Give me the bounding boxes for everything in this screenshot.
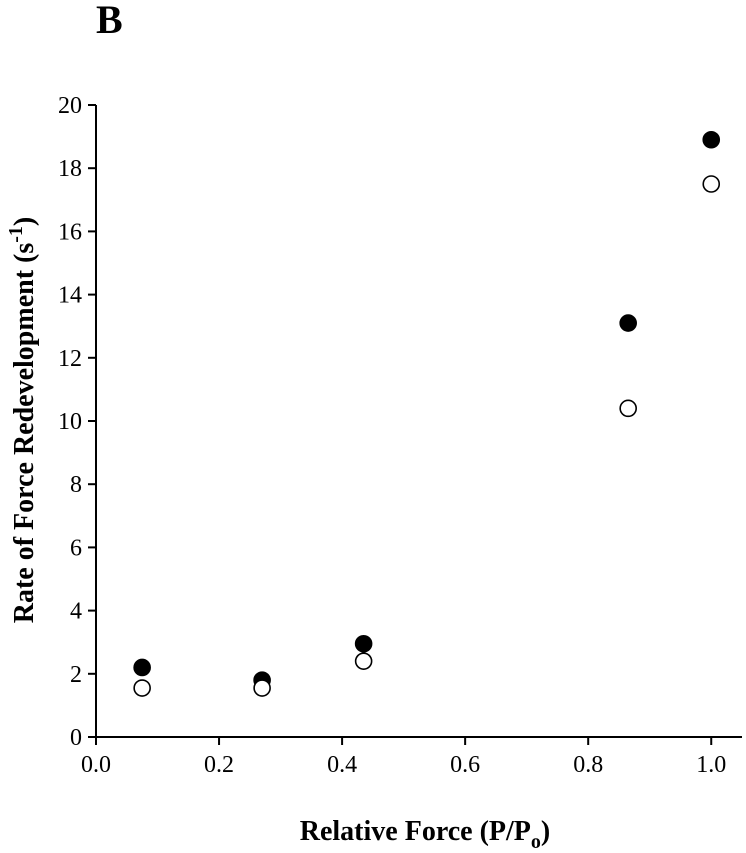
y-axis-title-end: ) <box>9 217 40 226</box>
filled-point-3 <box>619 314 637 332</box>
axes <box>95 105 742 738</box>
y-tick-label-10: 20 <box>58 93 82 119</box>
x-axis-title: Relative Force (P/Po) <box>300 816 550 853</box>
x-tick-label-1: 0.2 <box>204 752 234 778</box>
filled-point-0 <box>133 658 151 677</box>
x-axis-title-subscript: o <box>531 831 541 853</box>
y-tick-label-9: 18 <box>58 156 82 182</box>
x-ticks: 0.0 0.2 0.4 0.6 0.8 1.0 <box>81 737 726 778</box>
open-point-2 <box>354 652 373 670</box>
y-axis-title-superscript: -1 <box>5 226 27 243</box>
y-ticks: 0 2 4 6 8 10 12 14 16 18 20 <box>58 93 96 751</box>
y-tick-label-8: 16 <box>58 219 82 245</box>
open-point-4 <box>702 175 721 193</box>
x-tick-label-4: 0.8 <box>573 752 603 778</box>
x-tick-label-2: 0.4 <box>327 752 357 778</box>
y-tick-label-4: 8 <box>70 472 82 498</box>
open-point-3 <box>619 399 637 418</box>
filled-point-2 <box>354 634 373 653</box>
y-axis-title-main: Rate of Force Redevelopment (s <box>9 243 40 624</box>
y-tick-label-0: 0 <box>70 725 82 751</box>
y-tick-label-2: 4 <box>70 599 82 625</box>
x-axis-title-main: Relative Force (P/P <box>300 816 531 847</box>
y-tick-label-1: 2 <box>70 662 82 688</box>
x-tick-label-0: 0.0 <box>81 752 111 778</box>
y-tick-label-5: 10 <box>58 409 82 435</box>
x-axis-title-end: ) <box>541 816 550 847</box>
x-tick-label-3: 0.6 <box>450 752 480 778</box>
y-tick-label-6: 12 <box>58 346 82 372</box>
y-tick-label-3: 6 <box>70 535 82 561</box>
y-axis-title: Rate of Force Redevelopment (s-1) <box>5 217 40 623</box>
open-point-1 <box>253 679 271 697</box>
x-tick-label-5: 1.0 <box>696 752 726 778</box>
open-point-0 <box>133 679 151 697</box>
filled-point-4 <box>702 130 721 149</box>
y-tick-label-7: 14 <box>58 283 82 309</box>
panel-label: B <box>96 0 123 42</box>
data-points <box>133 130 721 697</box>
